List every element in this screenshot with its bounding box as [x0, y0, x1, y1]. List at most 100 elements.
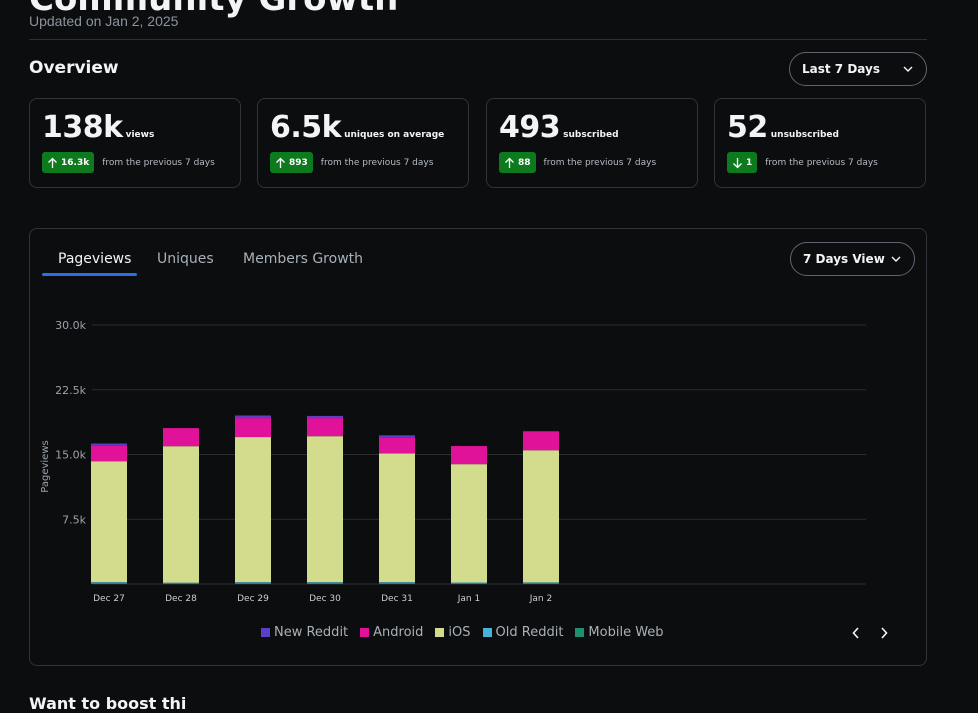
pageviews-chart: 7.5k 15.0k 22.5k 30.0k Pageviews Dec 27 Dec 28…: [40, 319, 866, 604]
bar-segment: [163, 446, 199, 583]
delta-badge: 1: [727, 152, 758, 173]
section-heading: Want to boost thi: [29, 694, 187, 713]
y-axis-label: Pageviews: [40, 440, 51, 492]
y-tick-label: 30.0k: [55, 319, 86, 332]
bar-segment: [307, 418, 343, 437]
legend-item[interactable]: Mobile Web: [575, 625, 664, 640]
bar-segment: [523, 450, 559, 583]
legend-swatch: [360, 628, 370, 637]
tab-members-growth[interactable]: Members Growth: [243, 251, 364, 267]
stat-value: 138k: [42, 110, 123, 145]
stat-unit: unsubscribed: [770, 130, 839, 140]
legend-item[interactable]: Old Reddit: [482, 625, 563, 640]
legend-swatch: [482, 628, 492, 637]
bar-segment: [451, 582, 487, 584]
view-select-label: 7 Days View: [803, 252, 885, 266]
legend-label: New Reddit: [274, 625, 349, 640]
bar-segment: [91, 461, 127, 583]
bar-segment: [523, 582, 559, 583]
delta-badge: 893: [270, 152, 313, 173]
bar-segment: [523, 431, 559, 451]
bar-segment: [235, 437, 271, 583]
bar-segment: [235, 418, 271, 438]
bar-segment: [235, 582, 271, 583]
stat-unit: views: [125, 130, 155, 140]
legend-item[interactable]: iOS: [435, 625, 471, 640]
delta-badge: 16.3k: [42, 152, 95, 173]
delta-note: from the previous 7 days: [543, 157, 657, 168]
bar-segment: [307, 582, 343, 584]
delta-note: from the previous 7 days: [765, 157, 878, 168]
updated-timestamp: Updated on Jan 2, 2025: [29, 13, 179, 29]
date-range-select[interactable]: Last 7 Days: [789, 52, 927, 86]
stat-card-uniques: 6.5k uniques on average 893 from the prev…: [257, 98, 469, 188]
arrow-down-icon: [733, 157, 742, 168]
bar-segment: [91, 445, 127, 462]
page-title: Community Growth: [29, 0, 398, 16]
chevron-down-icon: [902, 63, 914, 75]
bar-segment: [235, 415, 271, 419]
stat-card-subscribed: 493 subscribed 88 from the previous 7 day…: [486, 98, 698, 188]
x-tick-label: Jan 1: [457, 594, 480, 604]
y-tick-label: 15.0k: [55, 449, 86, 462]
bar-segment: [163, 583, 199, 584]
delta-value: 88: [518, 157, 531, 168]
stat-card-unsubscribed: 52 unsubscribed 1 from the previous 7 day…: [714, 98, 926, 188]
chevron-left-icon[interactable]: [848, 625, 864, 641]
legend-label: Android: [373, 625, 424, 640]
arrow-up-icon: [505, 157, 514, 168]
delta-value: 893: [289, 157, 308, 168]
x-tick-label: Dec 27: [93, 594, 125, 604]
stat-unit: uniques on average: [344, 130, 445, 140]
tab-pageviews[interactable]: Pageviews: [58, 251, 132, 267]
bar-segment: [379, 437, 415, 454]
bar-segment: [163, 582, 199, 584]
bar-segment: [523, 582, 559, 584]
legend-item[interactable]: New Reddit: [261, 625, 348, 640]
stat-unit: subscribed: [563, 130, 619, 140]
legend-swatch: [575, 628, 585, 637]
delta-badge: 88: [499, 152, 536, 173]
bar-segment: [451, 446, 487, 465]
legend-label: iOS: [448, 625, 471, 640]
bar-segment: [307, 582, 343, 583]
legend-swatch: [261, 628, 270, 637]
bar-segment: [235, 582, 271, 584]
delta-value: 16.3k: [61, 157, 90, 168]
bar-segment: [451, 582, 487, 583]
stat-value: 493: [499, 110, 561, 145]
x-tick-label: Dec 31: [381, 594, 413, 604]
stat-card-views: 138k views 16.3k from the previous 7 days: [29, 98, 241, 188]
y-tick-label: 7.5k: [62, 513, 86, 526]
view-select[interactable]: 7 Days View: [790, 242, 915, 276]
legend-item[interactable]: Android: [360, 625, 423, 640]
bar-segment: [91, 582, 127, 584]
chevron-right-icon[interactable]: [876, 625, 892, 641]
overview-heading: Overview: [29, 58, 119, 78]
delta-note: from the previous 7 days: [102, 157, 215, 168]
legend-swatch: [435, 628, 445, 637]
legend-label: Mobile Web: [588, 625, 664, 640]
x-tick-label: Dec 30: [309, 594, 341, 604]
bar-segment: [451, 464, 487, 583]
stat-value: 6.5k: [270, 110, 342, 145]
arrow-up-icon: [48, 157, 57, 168]
chart-panel: Pageviews Uniques Members Growth 7 Days …: [29, 228, 927, 666]
tab-uniques[interactable]: Uniques: [157, 251, 214, 267]
chevron-down-icon: [890, 253, 902, 265]
delta-value: 1: [746, 157, 753, 168]
bar-segment: [379, 453, 415, 583]
x-tick-label: Dec 29: [237, 594, 269, 604]
delta-note: from the previous 7 days: [320, 157, 434, 168]
arrow-up-icon: [276, 157, 285, 168]
x-tick-label: Jan 2: [529, 594, 552, 604]
bar-segment: [379, 582, 415, 584]
bar-segment: [307, 415, 343, 419]
active-tab-indicator: [42, 273, 137, 276]
y-tick-label: 22.5k: [55, 384, 86, 397]
bar-segment: [379, 582, 415, 583]
bar-segment: [307, 436, 343, 583]
x-tick-label: Dec 28: [165, 594, 197, 604]
date-range-select-label: Last 7 Days: [802, 62, 880, 76]
bar-segment: [379, 435, 415, 438]
